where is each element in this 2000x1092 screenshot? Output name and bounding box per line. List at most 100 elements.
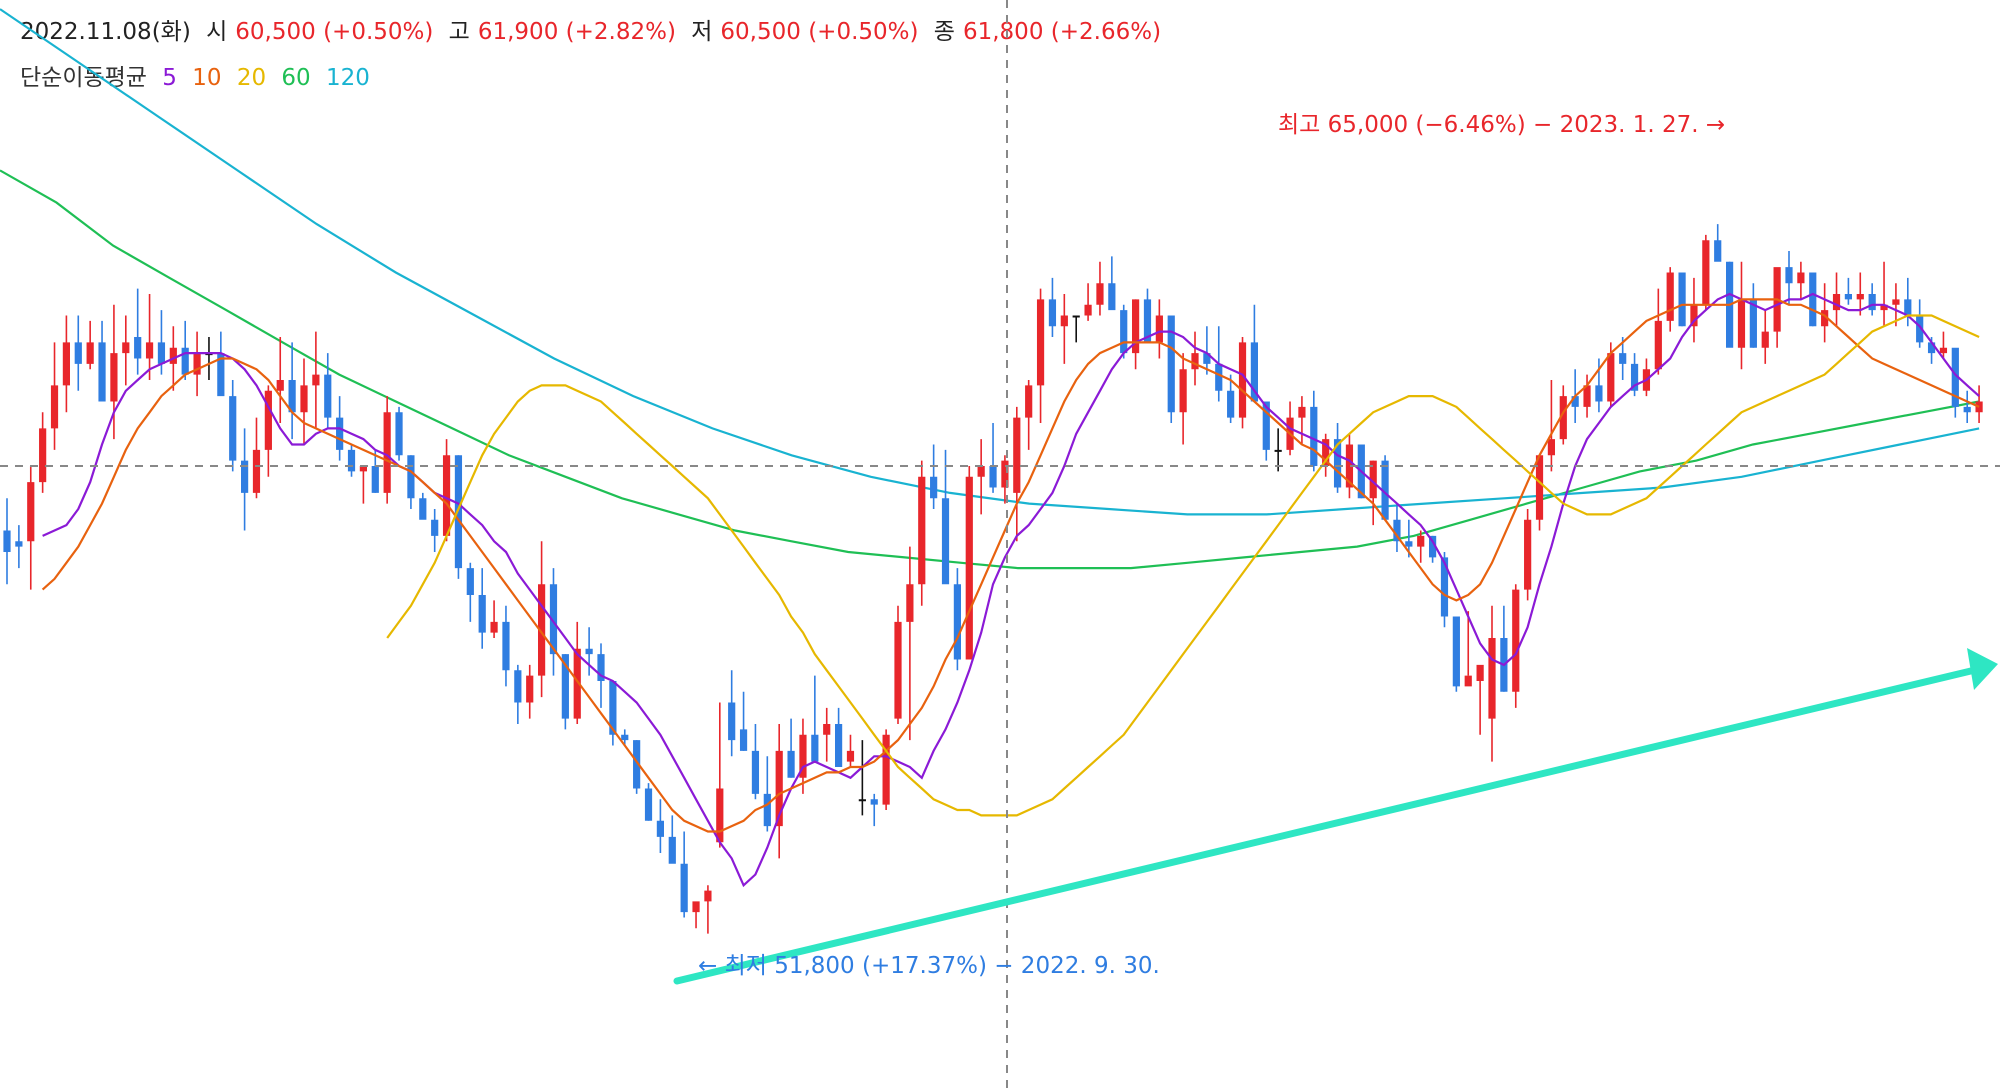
candle[interactable] <box>324 353 332 429</box>
candle[interactable] <box>1749 283 1757 348</box>
candle[interactable] <box>3 498 11 585</box>
candle[interactable] <box>122 315 130 386</box>
candle[interactable] <box>858 740 866 816</box>
candle[interactable] <box>1072 315 1080 343</box>
candle[interactable] <box>1108 256 1116 311</box>
candle[interactable] <box>1583 374 1591 418</box>
candle[interactable] <box>1013 406 1021 542</box>
ma10-line[interactable] <box>41 298 1980 833</box>
candle[interactable] <box>644 783 653 821</box>
candle[interactable] <box>621 729 629 746</box>
candle[interactable] <box>1678 272 1686 327</box>
candle[interactable] <box>526 664 534 719</box>
candle[interactable] <box>1512 584 1520 708</box>
candle[interactable] <box>799 718 807 794</box>
ma5-line[interactable] <box>42 292 1980 888</box>
candle[interactable] <box>1892 283 1900 327</box>
candle[interactable] <box>1832 272 1841 327</box>
candle[interactable] <box>573 621 581 724</box>
candle[interactable] <box>217 331 225 397</box>
candle[interactable] <box>953 568 961 671</box>
ma120-line[interactable] <box>0 8 1980 516</box>
candle[interactable] <box>811 675 819 762</box>
candle[interactable] <box>27 466 35 590</box>
candle[interactable] <box>1951 347 1959 418</box>
candle[interactable] <box>1880 261 1888 327</box>
candle[interactable] <box>894 605 902 724</box>
candle[interactable] <box>252 417 261 499</box>
candle[interactable] <box>490 600 498 638</box>
candle[interactable] <box>977 439 985 515</box>
candle[interactable] <box>1666 267 1674 332</box>
candle[interactable] <box>264 385 272 477</box>
candle[interactable] <box>466 562 474 622</box>
candle[interactable] <box>1369 460 1377 526</box>
ma60-line[interactable] <box>0 169 1980 570</box>
candle[interactable] <box>1714 224 1722 262</box>
candle[interactable] <box>419 492 427 520</box>
candle[interactable] <box>716 702 724 848</box>
candle[interactable] <box>823 707 831 762</box>
candle[interactable] <box>728 670 736 757</box>
candle[interactable] <box>1084 283 1092 321</box>
candle[interactable] <box>145 294 154 380</box>
candle[interactable] <box>1654 288 1662 375</box>
candle[interactable] <box>1797 261 1805 300</box>
candle[interactable] <box>1690 277 1698 343</box>
candle[interactable] <box>1060 294 1068 364</box>
candle[interactable] <box>882 729 890 810</box>
candle[interactable] <box>1179 353 1187 445</box>
candle[interactable] <box>1500 605 1508 692</box>
candle[interactable] <box>1916 299 1924 348</box>
ma-legend-10[interactable]: 10 <box>192 65 222 91</box>
candle[interactable] <box>1298 396 1306 445</box>
candle[interactable] <box>74 315 82 391</box>
candle[interactable] <box>870 793 878 827</box>
candle[interactable] <box>763 756 771 832</box>
candle[interactable] <box>751 724 760 800</box>
candle[interactable] <box>538 541 546 698</box>
candle[interactable] <box>1191 331 1199 386</box>
candle[interactable] <box>1535 455 1544 531</box>
candle[interactable] <box>514 664 522 724</box>
candle[interactable] <box>288 342 296 440</box>
candle[interactable] <box>609 681 617 746</box>
candle[interactable] <box>98 320 106 402</box>
ma-legend-20[interactable]: 20 <box>236 65 267 91</box>
candle[interactable] <box>1619 337 1627 380</box>
candle[interactable] <box>1524 509 1532 601</box>
candle[interactable] <box>989 423 997 493</box>
candle[interactable] <box>1250 304 1258 402</box>
candle[interactable] <box>1773 267 1781 348</box>
candle[interactable] <box>1630 353 1639 397</box>
candle[interactable] <box>1001 455 1009 504</box>
candle[interactable] <box>110 304 118 440</box>
candle[interactable] <box>1417 530 1425 563</box>
candle[interactable] <box>134 288 142 375</box>
candle[interactable] <box>1476 664 1484 735</box>
ma20-line[interactable] <box>386 314 1980 817</box>
candle[interactable] <box>359 466 367 504</box>
candle[interactable] <box>1048 277 1057 337</box>
candle[interactable] <box>1904 277 1912 327</box>
candle[interactable] <box>502 605 510 687</box>
candle[interactable] <box>633 740 641 794</box>
candle[interactable] <box>1844 277 1852 305</box>
candle[interactable] <box>1310 390 1318 472</box>
candle[interactable] <box>181 320 189 380</box>
candle[interactable] <box>775 724 783 859</box>
candle[interactable] <box>1464 611 1472 687</box>
candle[interactable] <box>407 455 415 509</box>
candle[interactable] <box>1939 331 1948 359</box>
candle[interactable] <box>1868 283 1876 316</box>
candle[interactable] <box>347 444 356 477</box>
candle[interactable] <box>1025 380 1033 450</box>
candle[interactable] <box>431 509 439 552</box>
candle[interactable] <box>1132 299 1140 370</box>
candle[interactable] <box>1559 385 1567 445</box>
candle[interactable] <box>1322 433 1330 477</box>
candle[interactable] <box>787 718 795 778</box>
candle[interactable] <box>86 320 94 370</box>
candle[interactable] <box>930 444 938 510</box>
